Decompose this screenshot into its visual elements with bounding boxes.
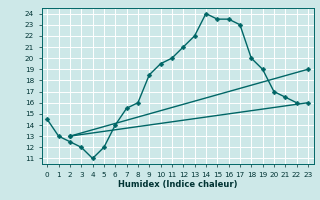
- X-axis label: Humidex (Indice chaleur): Humidex (Indice chaleur): [118, 180, 237, 189]
